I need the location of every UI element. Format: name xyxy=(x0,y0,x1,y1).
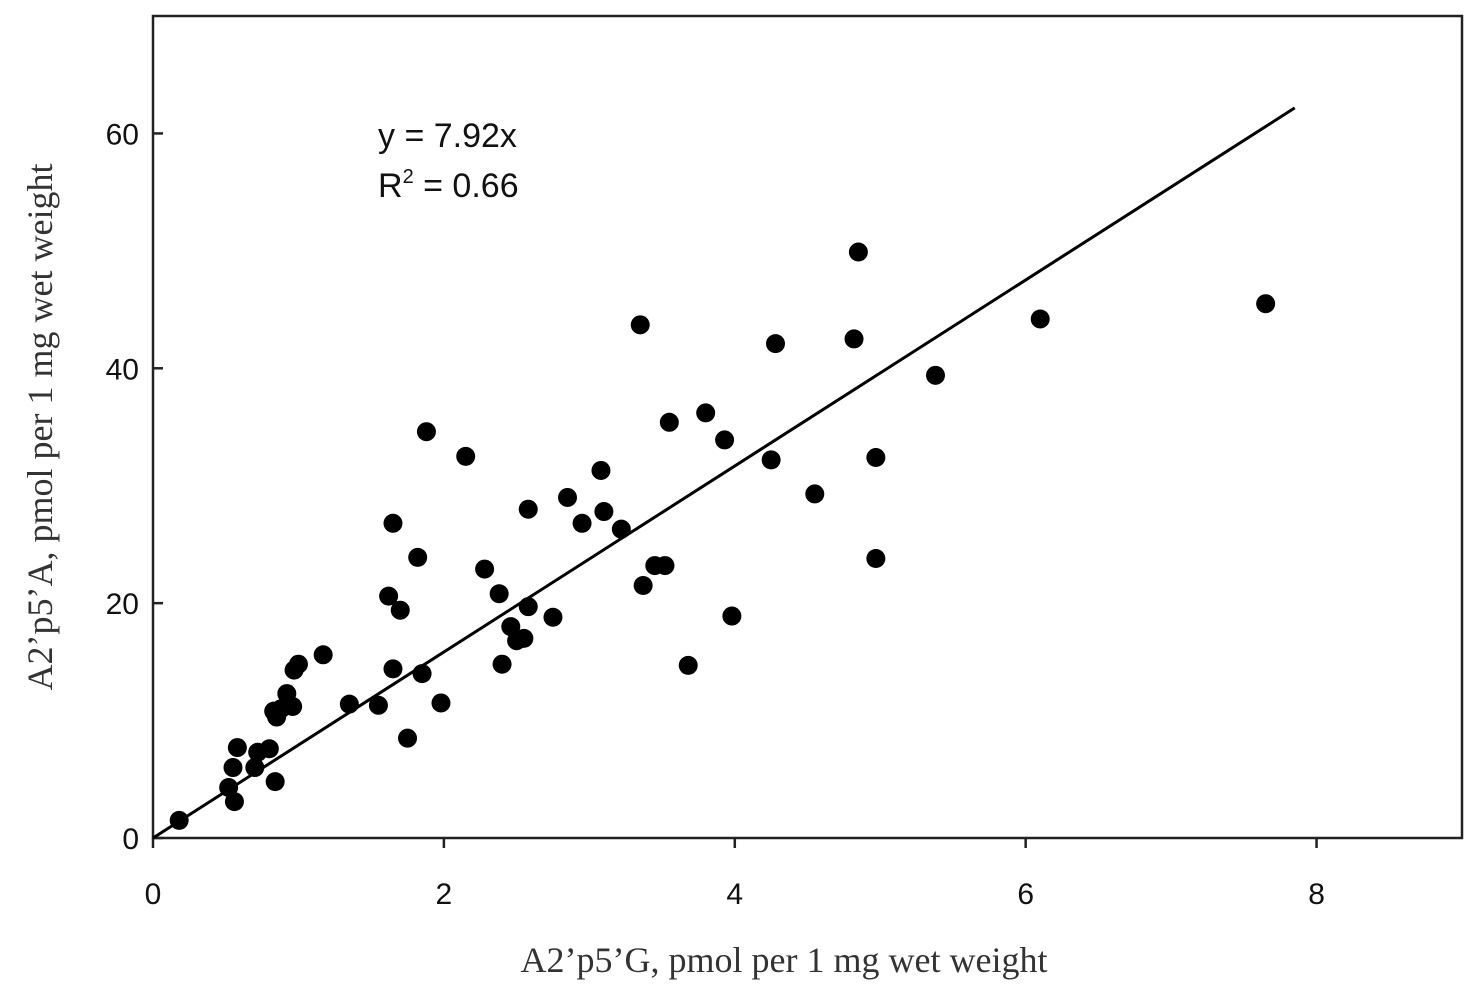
data-point xyxy=(722,606,742,626)
y-axis-ticks: 0 20 40 60 xyxy=(106,118,163,856)
data-point xyxy=(416,422,436,442)
data-point xyxy=(390,600,410,620)
data-point xyxy=(591,460,611,480)
data-point xyxy=(169,810,189,830)
x-axis-ticks: 0 2 4 6 8 xyxy=(145,838,1325,911)
data-points xyxy=(169,242,1276,830)
data-point xyxy=(925,365,945,385)
data-point xyxy=(594,502,614,522)
data-point xyxy=(866,549,886,569)
data-point xyxy=(1030,309,1050,329)
data-point xyxy=(259,739,279,759)
x-tick-label: 0 xyxy=(145,878,162,911)
data-point xyxy=(866,448,886,468)
y-tick-label: 0 xyxy=(122,823,139,856)
data-point xyxy=(633,576,653,596)
data-point xyxy=(659,412,679,432)
data-point xyxy=(265,772,285,792)
data-point xyxy=(288,654,308,674)
data-point xyxy=(431,693,451,713)
data-point xyxy=(408,547,428,567)
data-point xyxy=(611,519,631,539)
data-point xyxy=(558,487,578,507)
data-point xyxy=(715,430,735,450)
data-point xyxy=(456,446,476,466)
y-tick-label: 40 xyxy=(106,353,139,386)
data-point xyxy=(368,695,388,715)
data-point xyxy=(313,645,333,665)
x-tick-label: 6 xyxy=(1017,878,1034,911)
data-point xyxy=(766,334,786,354)
data-point xyxy=(518,597,538,617)
data-point xyxy=(655,556,675,576)
data-point xyxy=(245,758,265,778)
x-tick-label: 8 xyxy=(1308,878,1325,911)
x-tick-label: 4 xyxy=(726,878,743,911)
data-point xyxy=(379,586,399,606)
equation-label: y = 7.92x xyxy=(378,117,517,155)
data-point xyxy=(543,607,563,627)
data-point xyxy=(224,792,244,812)
data-point xyxy=(844,329,864,349)
data-point xyxy=(492,654,512,674)
data-point xyxy=(514,628,534,648)
data-point xyxy=(1256,294,1276,314)
data-point xyxy=(805,484,825,504)
y-tick-label: 20 xyxy=(106,588,139,621)
data-point xyxy=(761,450,781,470)
data-point xyxy=(848,242,868,262)
data-point xyxy=(630,315,650,335)
y-tick-label: 60 xyxy=(106,118,139,151)
data-point xyxy=(678,655,698,675)
data-point xyxy=(475,559,495,579)
x-tick-label: 2 xyxy=(436,878,453,911)
data-point xyxy=(383,659,403,679)
data-point xyxy=(696,403,716,423)
y-axis-title: A2’p5’A, pmol per 1 mg wet weight xyxy=(20,164,60,691)
plot-frame xyxy=(151,14,1464,840)
data-point xyxy=(398,728,418,748)
r-squared-label: R2 = 0.66 xyxy=(378,166,519,205)
data-point xyxy=(339,694,359,714)
data-point xyxy=(383,513,403,533)
data-point xyxy=(412,664,432,684)
data-point xyxy=(572,513,592,533)
data-point xyxy=(489,584,509,604)
x-axis-title: A2’p5’G, pmol per 1 mg wet weight xyxy=(521,940,1048,980)
data-point xyxy=(223,758,243,778)
data-point xyxy=(283,696,303,716)
data-point xyxy=(518,499,538,519)
data-point xyxy=(227,738,247,758)
regression-line xyxy=(152,106,1296,840)
